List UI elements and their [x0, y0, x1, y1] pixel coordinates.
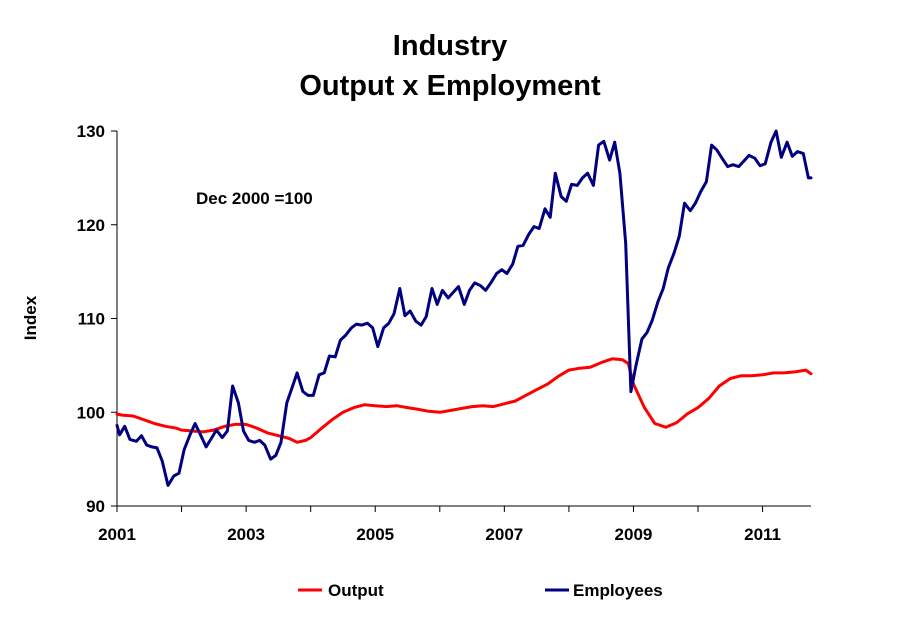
x-tick-label: 2007	[485, 525, 523, 544]
y-axis-label: Index	[21, 295, 40, 340]
x-tick-label: 2003	[227, 525, 265, 544]
y-tick-label: 110	[78, 310, 105, 329]
axes: 90 100 110 120 130 2001 2003 2005 2007 2009 2011	[77, 122, 811, 544]
y-tick-label: 100	[77, 403, 105, 422]
series-line-employees	[115, 129, 813, 487]
y-tick-label: 120	[77, 216, 105, 235]
x-tick-label: 2001	[98, 525, 136, 544]
series-line-output	[115, 357, 813, 444]
x-tick-label: 2011	[744, 525, 781, 544]
chart-subtitle: Output x Employment	[299, 70, 601, 102]
legend-label-output: Output	[328, 581, 384, 600]
series-layer	[115, 129, 813, 487]
chart-annotation: Dec 2000 =100	[196, 189, 313, 208]
x-tick-label: 2005	[356, 525, 394, 544]
legend-label-employees: Employees	[573, 581, 663, 600]
x-tick-label: 2009	[615, 525, 653, 544]
legend: Output Employees	[298, 581, 663, 600]
y-tick-label: 90	[86, 497, 105, 516]
y-tick-label: 130	[77, 122, 105, 141]
chart-title: Industry	[392, 30, 508, 62]
